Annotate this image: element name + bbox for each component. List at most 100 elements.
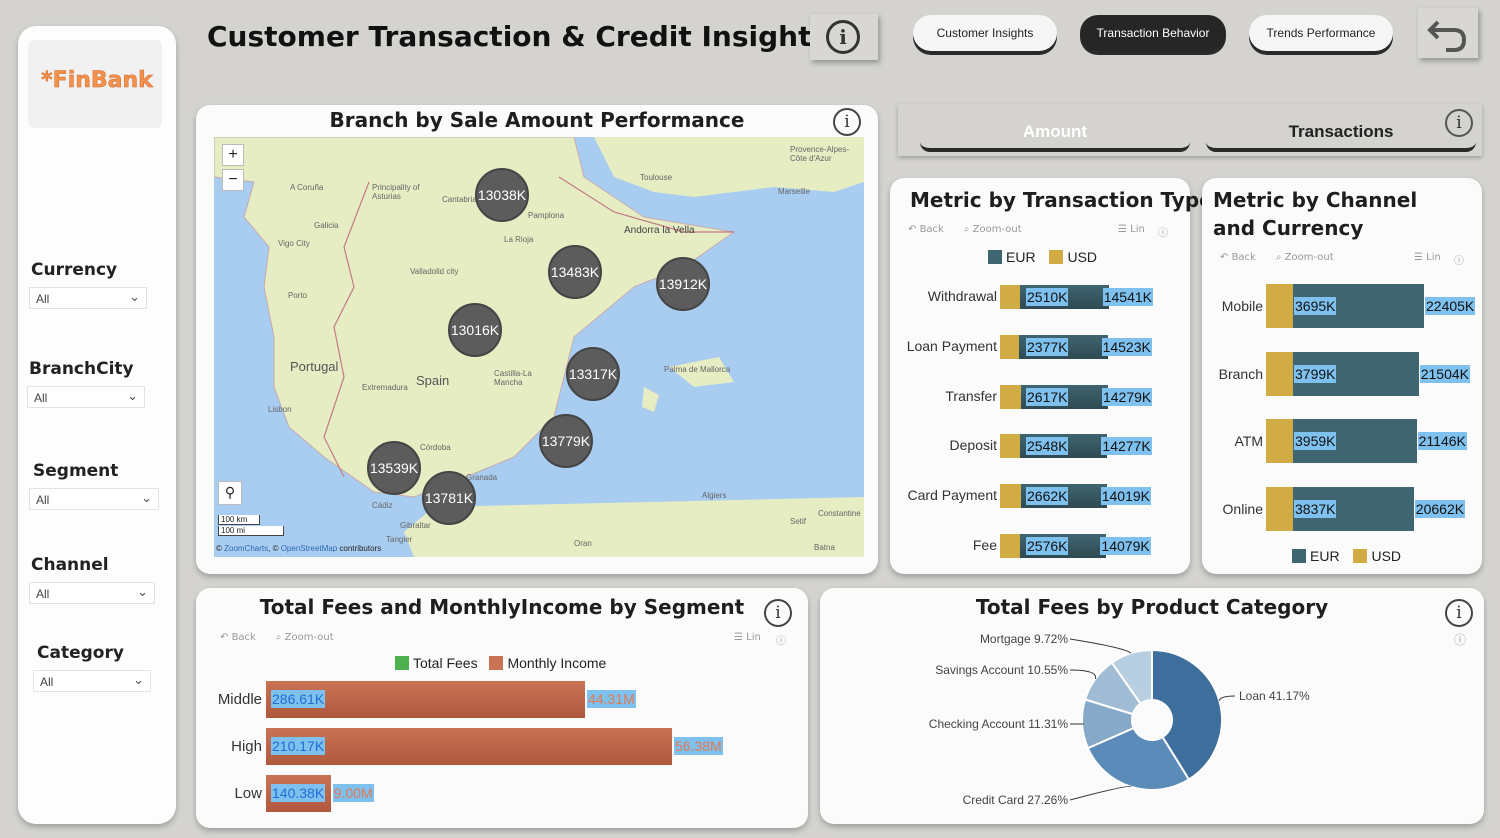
scale-mi: 100 mi <box>218 526 284 536</box>
bar-usd[interactable] <box>1000 534 1021 558</box>
zoom-out-label: Zoom-out <box>284 632 334 643</box>
bar-usd[interactable] <box>1266 284 1293 328</box>
bar-usd[interactable] <box>1266 486 1293 531</box>
info-icon[interactable]: i <box>833 108 861 136</box>
category-label: Middle <box>217 691 262 708</box>
channel-dropdown[interactable]: All ⌄ <box>29 582 155 604</box>
data-label-eur: 14279K <box>1101 387 1153 406</box>
back-button[interactable] <box>1418 8 1478 58</box>
zoom-in-button[interactable]: + <box>222 144 244 166</box>
lasso-icon[interactable]: ⚲ <box>218 481 242 505</box>
place-label: A Coruña <box>290 183 324 192</box>
data-label-usd: 3695K <box>1294 297 1337 315</box>
zoom-out-control[interactable]: ⌕ Zoom-out <box>963 224 1022 235</box>
category-value: All <box>40 675 54 689</box>
place-label: Porto <box>288 291 308 300</box>
place-label: Algiers <box>702 491 727 500</box>
data-label-usd: 2576K <box>1026 537 1069 555</box>
segment-dropdown[interactable]: All ⌄ <box>29 488 159 510</box>
data-label-eur: 14277K <box>1101 437 1152 456</box>
map-cluster[interactable]: 13038K <box>475 168 529 222</box>
transaction-type-card <box>890 178 1190 574</box>
currency-value: All <box>36 292 50 306</box>
segment-value: All <box>36 493 50 507</box>
info-icon: i <box>826 20 860 54</box>
pie-label: Credit Card 27.26% <box>963 793 1069 807</box>
place-label: Constantine <box>818 509 861 518</box>
bar-usd[interactable] <box>1000 285 1020 309</box>
filter-label-channel: Channel <box>31 555 109 575</box>
legend-swatch-usd <box>1353 549 1368 563</box>
osm-link[interactable]: OpenStreetMap <box>280 544 338 553</box>
category-label: Online <box>1222 500 1263 517</box>
nav-trends-performance[interactable]: Trends Performance <box>1249 15 1393 51</box>
data-label-usd: 2510K <box>1026 288 1069 306</box>
zoom-out-button[interactable]: − <box>222 169 244 191</box>
nav-customer-insights[interactable]: Customer Insights <box>913 15 1057 51</box>
bar-usd[interactable] <box>1266 419 1293 463</box>
info-icon[interactable]: i <box>764 599 792 627</box>
nav-transaction-behavior[interactable]: Transaction Behavior <box>1080 15 1226 51</box>
pie-slice[interactable] <box>1086 726 1191 791</box>
info-button[interactable]: i <box>810 14 878 60</box>
toggle-amount[interactable]: Amount <box>920 118 1190 152</box>
back-label: Back <box>919 224 944 235</box>
legend-swatch-eur <box>1292 549 1306 563</box>
lin-control[interactable]: ☰ Lin <box>1118 224 1145 235</box>
bar-income[interactable] <box>266 728 672 765</box>
branch-map[interactable]: Provence-Alpes-Côte d'Azur Toulouse Mars… <box>214 137 864 557</box>
branchcity-dropdown[interactable]: All ⌄ <box>27 386 145 408</box>
data-label-usd: 2617K <box>1026 387 1069 406</box>
bar-usd[interactable] <box>1000 384 1021 409</box>
help-icon[interactable]: ⓘ <box>776 636 786 647</box>
map-land <box>214 137 864 557</box>
zoom-out-label: Zoom-out <box>972 224 1022 235</box>
sidebar: *FinBank <box>18 26 176 824</box>
bar-usd[interactable] <box>1000 334 1019 359</box>
toggle-transactions[interactable]: Transactions <box>1206 118 1476 152</box>
data-label-usd: 3799K <box>1294 364 1337 383</box>
product-category-title: Total Fees by Product Category <box>975 595 1329 619</box>
bar-usd[interactable] <box>1266 351 1293 396</box>
map-cluster[interactable]: 13539K <box>367 441 421 495</box>
help-icon[interactable]: ⓘ <box>1158 228 1168 239</box>
pie-leader-line <box>1069 638 1132 654</box>
map-cluster[interactable]: 13016K <box>448 303 502 357</box>
logo-box: *FinBank <box>28 40 162 128</box>
lin-control[interactable]: ☰ Lin <box>1414 252 1441 263</box>
back-control[interactable]: ↶ Back <box>908 224 944 235</box>
pie-leader-line <box>1069 785 1132 801</box>
bar-usd[interactable] <box>1000 484 1021 509</box>
transaction-type-legend: EUR USD <box>988 249 1097 265</box>
currency-dropdown[interactable]: All ⌄ <box>29 287 147 309</box>
zoomcharts-link[interactable]: ZoomCharts <box>224 544 269 553</box>
attribution-text: © <box>216 544 225 553</box>
legend-label-usd: USD <box>1371 548 1402 564</box>
category-dropdown[interactable]: All ⌄ <box>33 670 151 692</box>
bar-usd[interactable] <box>1000 434 1020 459</box>
category-label: Loan Payment <box>906 337 997 354</box>
help-icon[interactable]: ⓘ <box>1454 256 1464 267</box>
chart-toolbar: ↶ Back ⌕ Zoom-out ☰ Lin ⓘ <box>1220 252 1470 267</box>
back-control[interactable]: ↶ Back <box>1220 252 1256 263</box>
help-icon[interactable]: ⓘ <box>1454 633 1467 647</box>
lin-control[interactable]: ☰ Lin <box>734 632 761 643</box>
info-icon[interactable]: i <box>1445 599 1473 627</box>
category-label: Low <box>234 785 262 802</box>
category-label: Card Payment <box>907 487 997 504</box>
category-label: Fee <box>972 537 997 553</box>
segment-legend: Total Fees Monthly Income <box>395 655 606 671</box>
chevron-down-icon: ⌄ <box>127 388 138 403</box>
info-icon[interactable]: i <box>1445 109 1473 137</box>
map-cluster[interactable]: 13781K <box>422 471 476 525</box>
zoom-out-control[interactable]: ⌕ Zoom-out <box>275 632 334 643</box>
pie-label: Loan 41.17% <box>1239 689 1310 703</box>
map-cluster[interactable]: 13912K <box>656 257 710 311</box>
data-label-usd: 2548K <box>1026 437 1069 456</box>
map-cluster[interactable]: 13779K <box>539 414 593 468</box>
pie-slice[interactable] <box>1110 648 1153 706</box>
zoom-out-control[interactable]: ⌕ Zoom-out <box>1275 252 1334 263</box>
map-cluster[interactable]: 13317K <box>566 347 620 401</box>
map-cluster[interactable]: 13483K <box>548 245 602 299</box>
back-control[interactable]: ↶ Back <box>220 632 256 643</box>
